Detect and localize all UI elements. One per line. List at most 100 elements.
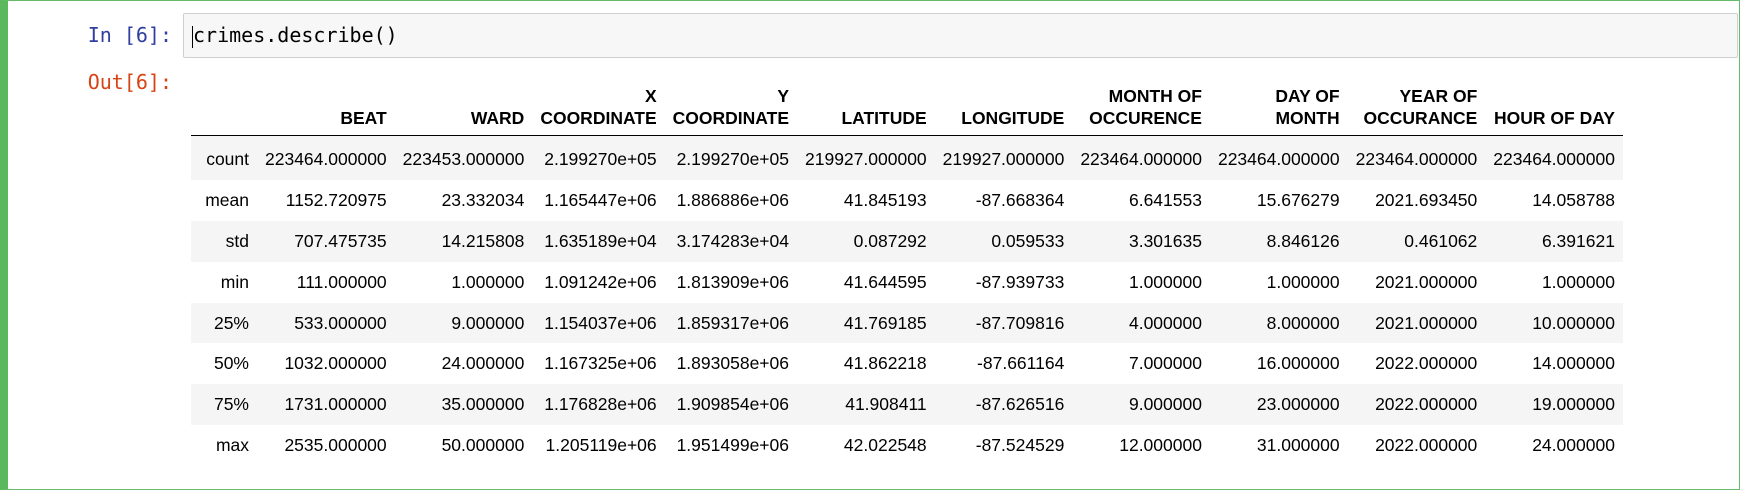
- table-cell: 533.000000: [294, 312, 387, 333]
- column-header-text: BEAT: [340, 107, 387, 128]
- column-header: DAY OF MONTH: [1209, 83, 1348, 136]
- row-index-label: min: [220, 271, 249, 292]
- table-cell: 6.641553: [1128, 190, 1202, 211]
- table-cell: 1.635189e+04: [544, 230, 657, 251]
- column-header-text: OCCURENCE: [1089, 107, 1202, 128]
- column-header-text: MONTH OF: [1108, 85, 1202, 106]
- table-cell: -87.668364: [975, 190, 1065, 211]
- table-cell: 2021.693450: [1375, 190, 1478, 211]
- table-cell: 14.215808: [441, 230, 525, 251]
- table-cell: 6.391621: [1541, 230, 1615, 251]
- table-cell: 31.000000: [1256, 434, 1340, 455]
- table-cell: 2021.000000: [1375, 312, 1478, 333]
- table-cell: 0.461062: [1404, 230, 1478, 251]
- row-index-label: 50%: [213, 353, 249, 374]
- code-text: crimes.describe(): [193, 23, 398, 47]
- table-cell: 3.301635: [1128, 230, 1202, 251]
- table-cell: 41.908411: [845, 394, 927, 415]
- table-cell: 8.000000: [1266, 312, 1340, 333]
- table-cell: 1.176828e+06: [544, 394, 657, 415]
- table-body: count 223464.000000 223453.000000 2.199270e…: [191, 135, 1623, 466]
- column-header: HOUR OF DAY: [1485, 83, 1623, 136]
- table-row: count 223464.000000 223453.000000 2.199270e…: [191, 135, 1623, 181]
- table-cell: 1.154037e+06: [544, 312, 657, 333]
- table-cell: 1152.720975: [285, 190, 387, 211]
- code-input-editor[interactable]: crimes.describe(): [183, 13, 1738, 58]
- column-header-text: X: [644, 85, 657, 106]
- table-cell: -87.626516: [975, 394, 1065, 415]
- table-cell: 219927.000000: [805, 149, 927, 170]
- table-cell: 2535.000000: [284, 434, 387, 455]
- table-cell: 1.909854e+06: [676, 394, 789, 415]
- row-index-label: 25%: [213, 312, 249, 333]
- table-cell: 219927.000000: [942, 149, 1065, 170]
- column-header: MONTH OF OCCURENCE: [1072, 83, 1210, 136]
- column-header-text: HOUR OF DAY: [1494, 107, 1615, 128]
- table-cell: 1.893058e+06: [676, 353, 789, 374]
- table-cell: 23.332034: [441, 190, 525, 211]
- table-cell: 223464.000000: [1355, 149, 1478, 170]
- table-cell: 1.813909e+06: [676, 271, 789, 292]
- column-header-text: DAY OF: [1275, 85, 1340, 106]
- output-area: BEAT WARD X COORDINATE Y COORDINATE LATITUDE LO…: [191, 83, 1736, 466]
- table-cell: 42.022548: [843, 434, 927, 455]
- table-cell: 3.174283e+04: [676, 230, 789, 251]
- text-cursor: [192, 25, 193, 48]
- table-cell: 1.000000: [451, 271, 525, 292]
- column-header: BEAT: [257, 83, 395, 136]
- table-cell: 2022.000000: [1375, 394, 1478, 415]
- table-cell: 2022.000000: [1375, 434, 1478, 455]
- table-cell: -87.524529: [975, 434, 1065, 455]
- table-cell: 1.886886e+06: [676, 190, 789, 211]
- column-header-text: MONTH: [1275, 107, 1340, 128]
- column-header-text: LONGITUDE: [961, 107, 1065, 128]
- input-prompt: In [6]:: [87, 23, 172, 47]
- table-cell: 0.059533: [991, 230, 1065, 251]
- column-header-text: OCCURANCE: [1363, 107, 1478, 128]
- table-cell: 2022.000000: [1375, 353, 1478, 374]
- row-index-label: mean: [205, 190, 249, 211]
- column-header: X COORDINATE: [532, 83, 665, 136]
- table-cell: 2021.000000: [1375, 271, 1478, 292]
- table-cell: 111.000000: [296, 271, 387, 292]
- table-cell: 223464.000000: [1493, 149, 1615, 170]
- table-cell: 14.000000: [1532, 353, 1615, 374]
- column-header: LATITUDE: [797, 83, 935, 136]
- table-cell: 15.676279: [1256, 190, 1340, 211]
- table-cell: 1.165447e+06: [544, 190, 657, 211]
- table-cell: 707.475735: [294, 230, 387, 251]
- index-header: [191, 83, 257, 136]
- table-cell: 10.000000: [1532, 312, 1615, 333]
- table-cell: 24.000000: [1532, 434, 1615, 455]
- row-index-label: 75%: [213, 394, 249, 415]
- table-cell: 1.205119e+06: [545, 434, 657, 455]
- table-row: std 707.475735 14.215808 1.635189e+04 3.1742…: [191, 221, 1623, 262]
- column-header: WARD: [394, 83, 533, 136]
- table-cell: 35.000000: [441, 394, 525, 415]
- column-header-text: LATITUDE: [841, 107, 927, 128]
- table-cell: 41.845193: [843, 190, 927, 211]
- table-cell: 16.000000: [1256, 353, 1340, 374]
- table-cell: 223464.000000: [265, 149, 387, 170]
- column-header-text: YEAR OF: [1399, 85, 1478, 106]
- row-index-label: max: [215, 434, 249, 455]
- table-row: min 111.000000 1.000000 1.091242e+06 1.81390…: [191, 262, 1623, 303]
- table-cell: 223464.000000: [1080, 149, 1202, 170]
- table-row: 25% 533.000000 9.000000 1.154037e+06 1.85931…: [191, 302, 1623, 344]
- table-cell: 1.859317e+06: [676, 312, 789, 333]
- table-cell: 8.846126: [1266, 230, 1340, 251]
- table-row: 50% 1032.000000 24.000000 1.167325e+06 1.893…: [191, 343, 1623, 384]
- column-header-text: WARD: [470, 107, 525, 128]
- table-cell: 0.087292: [853, 230, 927, 251]
- table-cell: 14.058788: [1532, 190, 1615, 211]
- table-cell: 23.000000: [1256, 394, 1340, 415]
- output-prompt: Out[6]:: [87, 70, 172, 94]
- row-index-label: count: [206, 149, 249, 170]
- column-header: YEAR OF OCCURANCE: [1347, 83, 1486, 136]
- table-cell: 1.000000: [1128, 271, 1202, 292]
- table-header-row: BEAT WARD X COORDINATE Y COORDINATE LATITUDE LO…: [191, 83, 1623, 136]
- column-header-text: COORDINATE: [672, 107, 789, 128]
- table-cell: 24.000000: [441, 353, 525, 374]
- table-cell: 1.091242e+06: [544, 271, 657, 292]
